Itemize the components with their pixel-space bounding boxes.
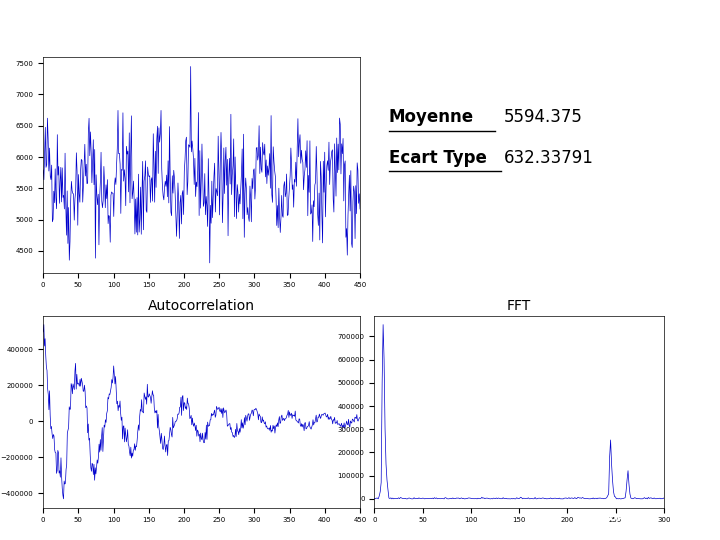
- Text: FFT: FFT: [507, 299, 531, 313]
- Text: RESULTATS: RESULTATS: [688, 223, 703, 317]
- Text: HUAAR: HUAAR: [601, 514, 640, 523]
- Text: Moyenne: Moyenne: [389, 109, 474, 126]
- Text: Ecart Type: Ecart Type: [389, 148, 487, 167]
- Text: 632.33791: 632.33791: [504, 148, 594, 167]
- Text: Autocorrelation: Autocorrelation: [148, 299, 255, 313]
- Text: 5594.375: 5594.375: [504, 109, 583, 126]
- Text: ACCELEROMETRES (MARCHE): ACCELEROMETRES (MARCHE): [14, 16, 264, 30]
